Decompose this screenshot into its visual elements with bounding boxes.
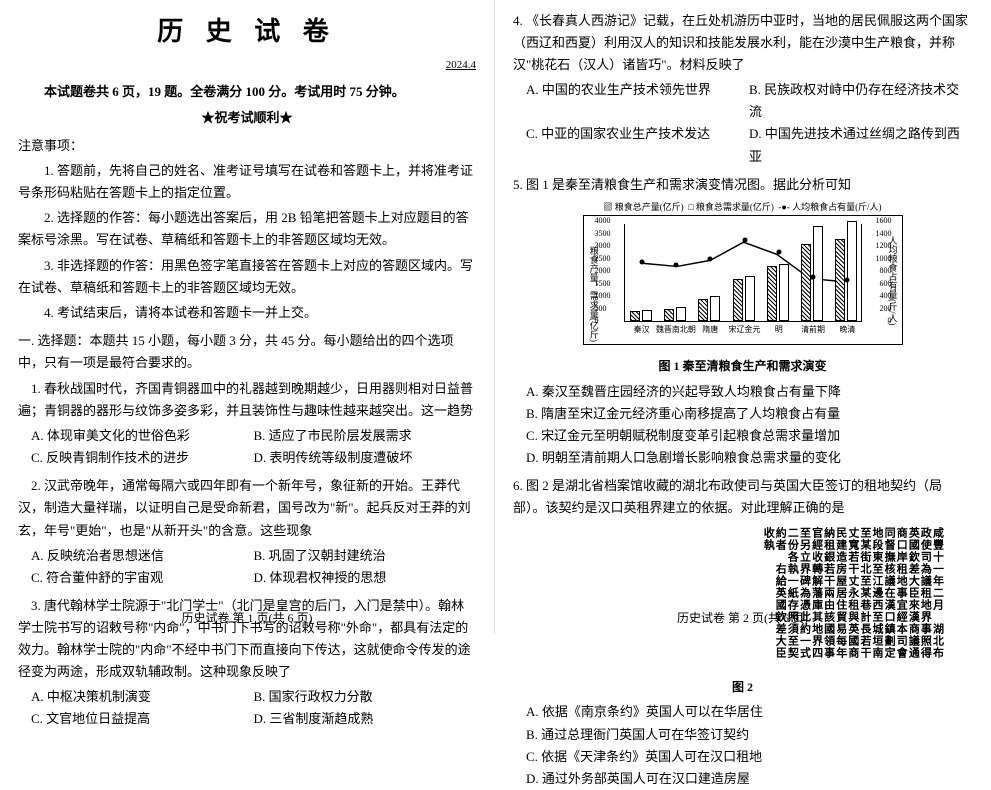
q2-opt-d: D. 体现君权神授的思想	[254, 567, 477, 589]
q6-opt-b: B. 通过总理衙门英国人可在华签订契约	[526, 724, 972, 746]
page-1-footer: 历史试卷 第 1 页(共 6 页)	[0, 608, 494, 628]
q1-stem: 1. 春秋战国时代，齐国青铜器皿中的礼器越到晚期越少，日用器则相对日益普遍；青铜…	[18, 378, 476, 422]
q5-stem: 5. 图 1 是秦至清粮食生产和需求演变情况图。据此分析可知	[513, 174, 972, 196]
notice-4: 4. 考试结束后，请将本试卷和答题卡一并上交。	[18, 302, 476, 324]
q5-opt-c: C. 宋辽金元至明朝赋税制度变革引起粮食总需求量增加	[526, 425, 972, 447]
q6-opt-d: D. 通过外务部英国人可在汉口建造房屋	[526, 768, 972, 790]
exam-date: 2024.4	[18, 56, 476, 75]
q1-opt-c: C. 反映青铜制作技术的进步	[31, 447, 254, 469]
chart-1: 粮食产量、需求量(亿斤) 人均粮食占有量(斤/人) 05001000150020…	[583, 215, 903, 345]
q5-opt-b: B. 隋唐至宋辽金元经济重心南移提高了人均粮食占有量	[526, 403, 972, 425]
legend-prod: ▨ 粮食总产量(亿斤)	[603, 202, 683, 212]
q6-opt-a: A. 依据《南京条约》英国人可以在华居住	[526, 701, 972, 723]
q1-opt-a: A. 体现审美文化的世俗色彩	[31, 425, 254, 447]
q3-opt-d: D. 三省制度渐趋成熟	[254, 708, 477, 730]
legend-demand: □ 粮食总需求量(亿斤)	[688, 202, 774, 212]
q6-opt-c: C. 依据《天津条约》英国人可在汉口租地	[526, 746, 972, 768]
chart-1-wrap: ▨ 粮食总产量(亿斤) □ 粮食总需求量(亿斤) -●- 人均粮食占有量(斤/人…	[513, 200, 972, 377]
q4-opt-c: C. 中亚的国家农业生产技术发达	[526, 123, 749, 167]
q6-stem: 6. 图 2 是湖北省档案馆收藏的湖北布政使司与英国大臣签订的租地契约（局部）。…	[513, 475, 972, 519]
q5-opt-d: D. 明朝至清前期人口急剧增长影响粮食总需求量的变化	[526, 447, 972, 469]
q3-opt-b: B. 国家行政权力分散	[254, 686, 477, 708]
notice-2: 2. 选择题的作答：每小题选出答案后，用 2B 铅笔把答题卡上对应题目的答案标号…	[18, 207, 476, 251]
q2-stem: 2. 汉武帝晚年，通常每隔六或四年即有一个新年号，象征新的开始。王莽代汉，制造大…	[18, 475, 476, 541]
q3-options: A. 中枢决策机制演变 B. 国家行政权力分散 C. 文官地位日益提高 D. 三…	[18, 686, 476, 730]
notice-heading: 注意事项：	[18, 135, 476, 157]
q4-opt-a: A. 中国的农业生产技术领先世界	[526, 79, 749, 123]
page-2-footer: 历史试卷 第 2 页(共 6 页)	[495, 608, 990, 628]
legend-percap: -●- 人均粮食占有量(斤/人)	[778, 202, 881, 212]
q1-options: A. 体现审美文化的世俗色彩 B. 适应了市民阶层发展需求 C. 反映青铜制作技…	[18, 425, 476, 469]
good-luck: ★祝考试顺利★	[18, 107, 476, 129]
q4-stem: 4. 《长春真人西游记》记载，在丘处机游历中亚时，当地的居民佩服这两个国家（西辽…	[513, 10, 972, 76]
page-1: 历 史 试 卷 2024.4 本试题卷共 6 页，19 题。全卷满分 100 分…	[0, 0, 495, 634]
q1-opt-d: D. 表明传统等级制度遭破坏	[254, 447, 477, 469]
q1-opt-b: B. 适应了市民阶层发展需求	[254, 425, 477, 447]
q2-opt-a: A. 反映统治者思想迷信	[31, 545, 254, 567]
figure-2-caption: 图 2	[513, 677, 972, 697]
q2-options: A. 反映统治者思想迷信 B. 巩固了汉朝封建统治 C. 符合董仲舒的宇宙观 D…	[18, 545, 476, 589]
q4-opt-d: D. 中国先进技术通过丝绸之路传到西亚	[749, 123, 972, 167]
notice-1: 1. 答题前，先将自己的姓名、准考证号填写在试卷和答题卡上，并将准考证号条形码粘…	[18, 160, 476, 204]
q3-opt-a: A. 中枢决策机制演变	[31, 686, 254, 708]
page-2: 4. 《长春真人西游记》记载，在丘处机游历中亚时，当地的居民佩服这两个国家（西辽…	[495, 0, 990, 634]
exam-title: 历 史 试 卷	[18, 10, 476, 54]
q4-options: A. 中国的农业生产技术领先世界 B. 民族政权对峙中仍存在经济技术交流 C. …	[513, 79, 972, 167]
chart-1-caption: 图 1 秦至清粮食生产和需求演变	[513, 356, 972, 376]
q5-opt-a: A. 秦汉至魏晋庄园经济的兴起导致人均粮食占有量下降	[526, 381, 972, 403]
notice-3: 3. 非选择题的作答：用黑色签字笔直接答在答题卡上对应的答题区域内。写在试卷、草…	[18, 255, 476, 299]
q3-opt-c: C. 文官地位日益提高	[31, 708, 254, 730]
q4-opt-b: B. 民族政权对峙中仍存在经济技术交流	[749, 79, 972, 123]
chart-legend: ▨ 粮食总产量(亿斤) □ 粮食总需求量(亿斤) -●- 人均粮食占有量(斤/人…	[513, 200, 972, 215]
q2-opt-c: C. 符合董仲舒的宇宙观	[31, 567, 254, 589]
exam-summary: 本试题卷共 6 页，19 题。全卷满分 100 分。考试用时 75 分钟。	[18, 81, 476, 103]
q2-opt-b: B. 巩固了汉朝封建统治	[254, 545, 477, 567]
q6-options: A. 依据《南京条约》英国人可以在华居住 B. 通过总理衙门英国人可在华签订契约…	[513, 701, 972, 789]
chart-plot-area: 0500100015002000250030003500400002004006…	[624, 224, 862, 322]
figure-2-image: 咸豐十一年二月 湖北布政使司為議租地界事照得英國欽差大臣來漢商議通商口岸租地事宜…	[538, 523, 948, 673]
section-1-head: 一. 选择题：本题共 15 小题，每小题 3 分，共 45 分。每小题给出的四个…	[18, 330, 476, 374]
q5-options: A. 秦汉至魏晋庄园经济的兴起导致人均粮食占有量下降 B. 隋唐至宋辽金元经济重…	[513, 381, 972, 469]
